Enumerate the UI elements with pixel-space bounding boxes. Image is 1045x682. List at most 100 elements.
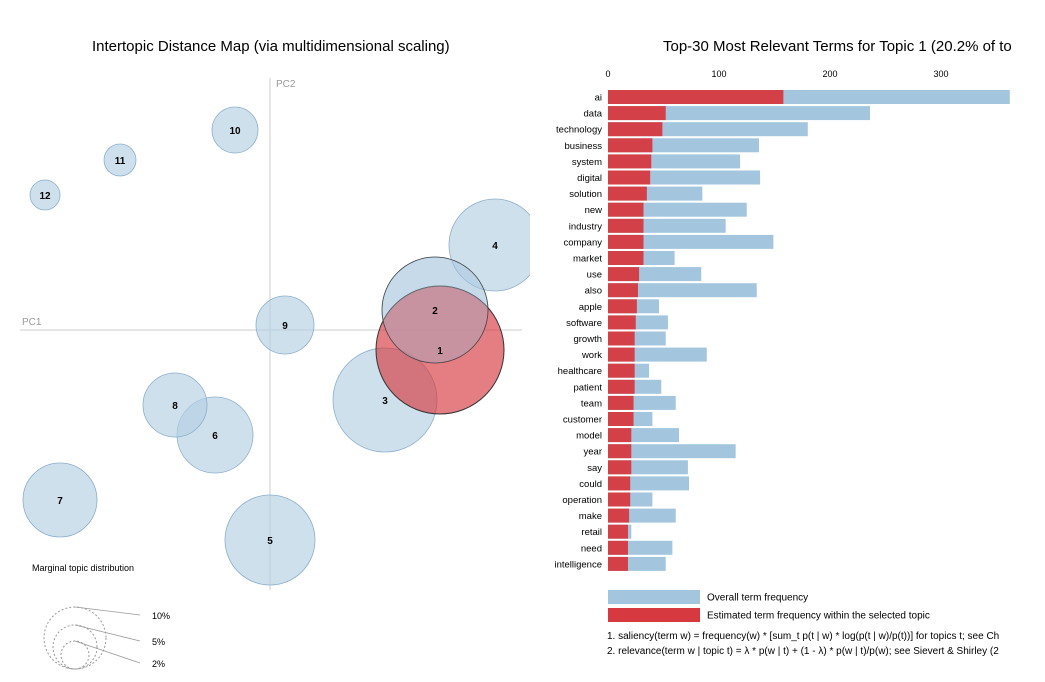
marginal-label-0: 2% bbox=[152, 659, 165, 669]
term-label-solution[interactable]: solution bbox=[569, 189, 602, 200]
top-terms-bar-chart: 0 100 200 300 ai data technology business system… bbox=[554, 69, 1010, 622]
overall-bar-year[interactable] bbox=[608, 444, 736, 459]
topic-bar-data[interactable] bbox=[608, 106, 666, 121]
term-label-company[interactable]: company bbox=[563, 237, 602, 248]
topic-circle-7[interactable] bbox=[22, 462, 98, 538]
term-label-technology[interactable]: technology bbox=[556, 125, 602, 136]
topic-circle-1[interactable] bbox=[375, 285, 505, 415]
topic-bar-digital[interactable] bbox=[608, 170, 651, 185]
marginal-leader-2 bbox=[74, 606, 141, 616]
term-label-also[interactable]: also bbox=[585, 286, 602, 297]
topic-label-5: 5 bbox=[267, 536, 273, 547]
topic-bar-new[interactable] bbox=[608, 202, 644, 217]
term-label-business[interactable]: business bbox=[565, 141, 603, 152]
term-label-say[interactable]: say bbox=[587, 463, 602, 474]
topic-circle-8[interactable] bbox=[142, 372, 208, 438]
topic-circle-12[interactable] bbox=[29, 179, 61, 211]
topic-bar-software[interactable] bbox=[608, 315, 636, 330]
topic-bar-business[interactable] bbox=[608, 138, 653, 153]
topic-bar-operation[interactable] bbox=[608, 492, 631, 507]
overall-bar-company[interactable] bbox=[608, 234, 774, 249]
topic-circle-4[interactable] bbox=[448, 198, 530, 292]
topic-bar-healthcare[interactable] bbox=[608, 363, 635, 378]
topic-circle-9[interactable] bbox=[255, 295, 315, 355]
term-label-intelligence[interactable]: intelligence bbox=[554, 559, 602, 570]
topic-bar-retail[interactable] bbox=[608, 524, 628, 539]
marginal-circle-2 bbox=[43, 606, 107, 670]
overall-bar-data[interactable] bbox=[608, 106, 870, 121]
pc1-label: PC1 bbox=[22, 317, 42, 328]
topic-bar-apple[interactable] bbox=[608, 299, 637, 314]
term-label-operation[interactable]: operation bbox=[562, 495, 602, 506]
topic-bar-company[interactable] bbox=[608, 234, 644, 249]
topic-bar-solution[interactable] bbox=[608, 186, 647, 201]
topic-bar-make[interactable] bbox=[608, 508, 630, 523]
overall-bar-also[interactable] bbox=[608, 283, 757, 298]
x-tick-3: 300 bbox=[933, 69, 948, 79]
term-label-retail[interactable]: retail bbox=[581, 527, 602, 538]
intertopic-map-title: Intertopic Distance Map (via multidimens… bbox=[92, 38, 450, 55]
term-label-digital[interactable]: digital bbox=[577, 173, 602, 184]
topic-bar-patient[interactable] bbox=[608, 379, 635, 394]
topic-circle-5[interactable] bbox=[224, 494, 316, 586]
topic-bar-model[interactable] bbox=[608, 428, 632, 443]
marginal-circle-0 bbox=[60, 640, 90, 670]
topic-bar-need[interactable] bbox=[608, 540, 628, 555]
term-label-make[interactable]: make bbox=[579, 511, 602, 522]
term-label-growth[interactable]: growth bbox=[573, 334, 602, 345]
topic-bar-technology[interactable] bbox=[608, 122, 663, 137]
term-label-team[interactable]: team bbox=[581, 398, 602, 409]
topic-bar-customer[interactable] bbox=[608, 412, 634, 426]
topic-label-6: 6 bbox=[212, 431, 218, 442]
term-label-need[interactable]: need bbox=[581, 543, 602, 554]
topic-bar-intelligence[interactable] bbox=[608, 556, 628, 571]
topic-label-10: 10 bbox=[229, 126, 241, 137]
marginal-leader-0 bbox=[74, 640, 141, 664]
term-label-new[interactable]: new bbox=[585, 205, 603, 216]
term-label-year[interactable]: year bbox=[584, 447, 602, 458]
topic-bar-use[interactable] bbox=[608, 267, 640, 282]
topic-bar-work[interactable] bbox=[608, 347, 635, 362]
term-label-data[interactable]: data bbox=[584, 109, 603, 120]
topic-circle-2-overlay bbox=[381, 256, 489, 364]
legend-label-1: Estimated term frequency within the sele… bbox=[707, 611, 930, 622]
topic-label-8: 8 bbox=[172, 401, 178, 412]
term-label-market[interactable]: market bbox=[573, 254, 602, 265]
pc2-label: PC2 bbox=[276, 79, 296, 90]
topic-bar-team[interactable] bbox=[608, 395, 634, 410]
topic-bar-industry[interactable] bbox=[608, 218, 644, 233]
saliency-footnote: 1. saliency(term w) = frequency(w) * [su… bbox=[607, 631, 1000, 642]
topic-circle-10[interactable] bbox=[211, 106, 259, 154]
term-label-system[interactable]: system bbox=[572, 157, 602, 168]
topic-label-9: 9 bbox=[282, 321, 288, 332]
topic-bar-ai[interactable] bbox=[608, 90, 784, 104]
term-label-software[interactable]: software bbox=[566, 318, 602, 329]
topic-label-7: 7 bbox=[57, 496, 63, 507]
term-label-model[interactable]: model bbox=[576, 431, 602, 442]
topic-bar-could[interactable] bbox=[608, 476, 631, 491]
term-label-patient[interactable]: patient bbox=[573, 382, 602, 393]
topic-bar-system[interactable] bbox=[608, 154, 652, 169]
legend-swatch-0 bbox=[608, 590, 700, 604]
term-label-could[interactable]: could bbox=[579, 479, 602, 490]
term-label-ai[interactable]: ai bbox=[595, 93, 602, 104]
topic-bar-say[interactable] bbox=[608, 460, 632, 475]
marginal-label-1: 5% bbox=[152, 637, 165, 647]
topic-label-1: 1 bbox=[437, 346, 443, 357]
term-label-use[interactable]: use bbox=[587, 270, 602, 281]
topic-bar-market[interactable] bbox=[608, 251, 644, 265]
term-label-healthcare[interactable]: healthcare bbox=[558, 366, 602, 377]
topic-circle-11[interactable] bbox=[103, 143, 137, 177]
topic-bar-year[interactable] bbox=[608, 444, 632, 459]
topic-bar-growth[interactable] bbox=[608, 331, 635, 346]
topic-label-12: 12 bbox=[39, 191, 51, 202]
term-label-customer[interactable]: customer bbox=[563, 415, 602, 426]
topic-bar-also[interactable] bbox=[608, 283, 638, 298]
term-label-apple[interactable]: apple bbox=[579, 302, 602, 313]
topic-label-2: 2 bbox=[432, 306, 438, 317]
x-tick-2: 200 bbox=[822, 69, 837, 79]
term-label-industry[interactable]: industry bbox=[569, 221, 603, 232]
term-label-work[interactable]: work bbox=[581, 350, 602, 361]
